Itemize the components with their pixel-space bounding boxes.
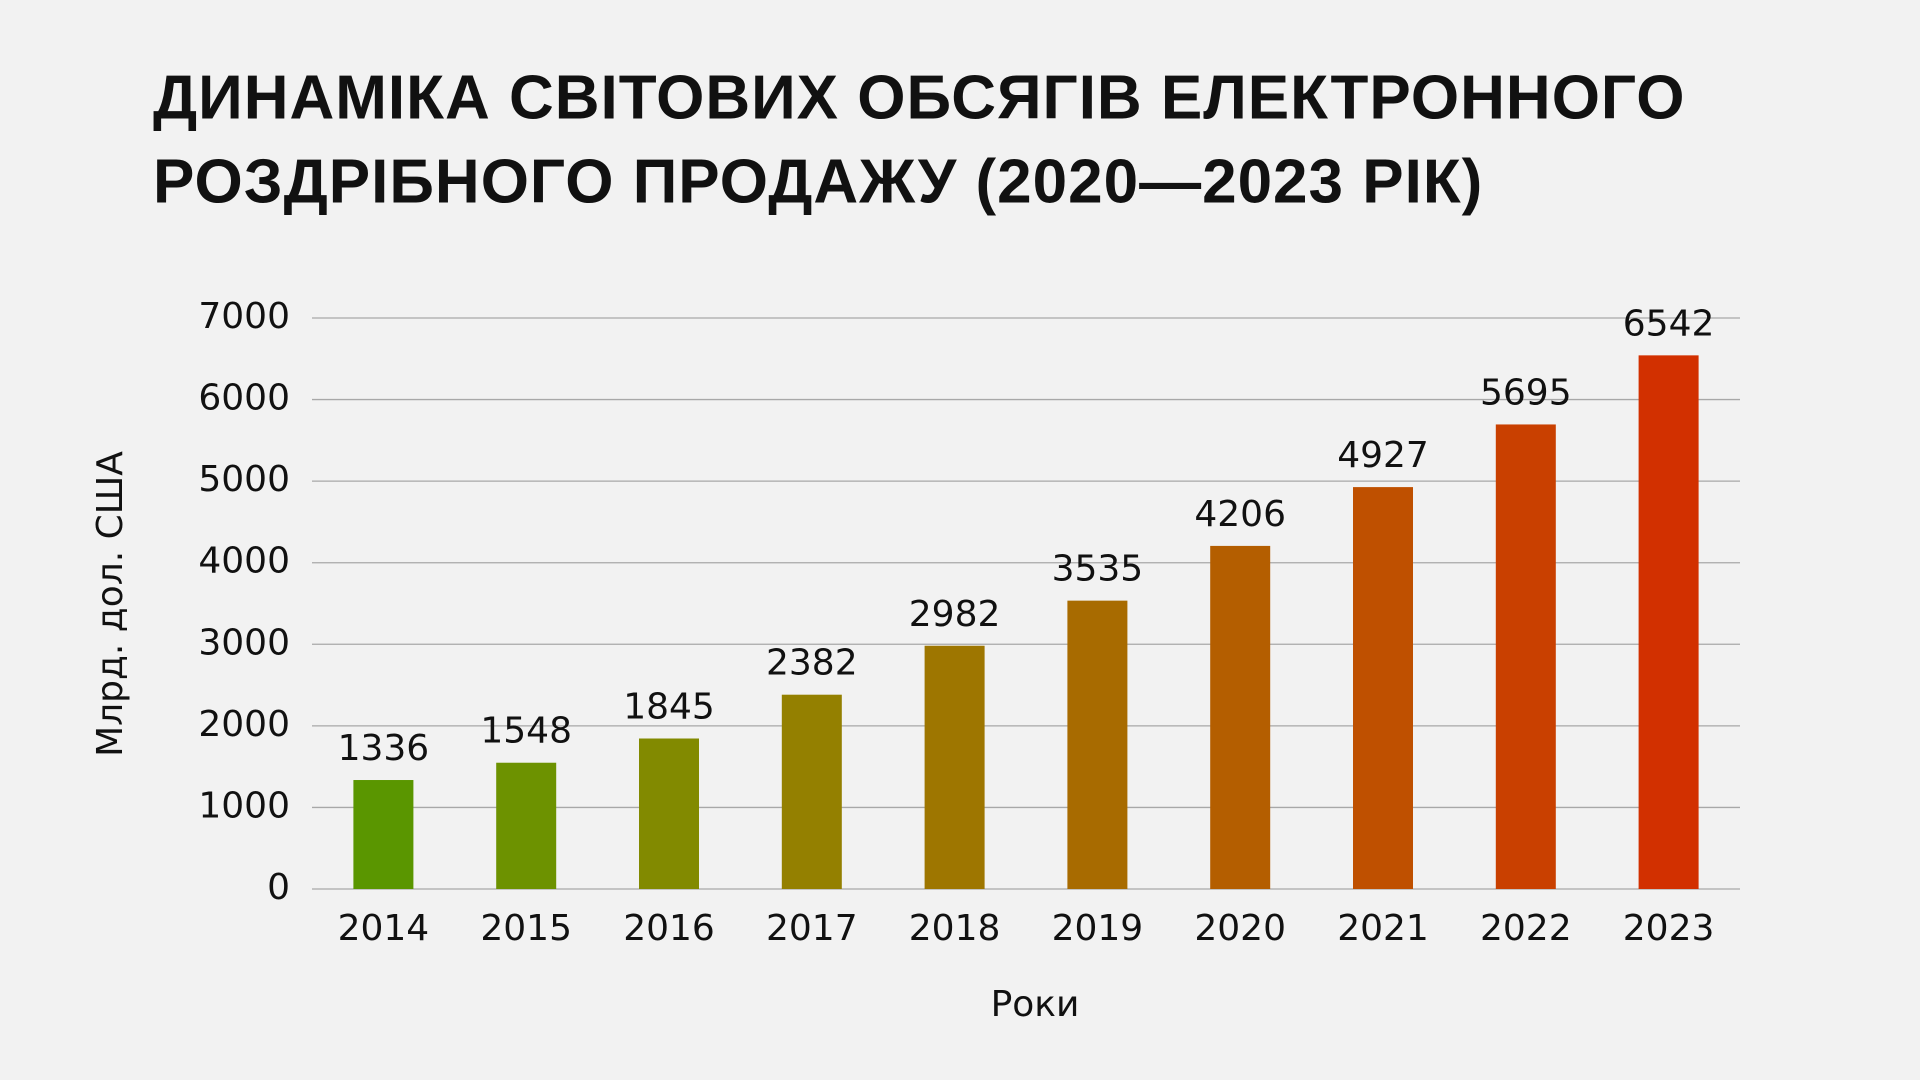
x-tick-label: 2021 bbox=[1337, 908, 1429, 949]
bar bbox=[1210, 545, 1271, 889]
x-tick-label: 2016 bbox=[623, 908, 715, 949]
value-label: 1336 bbox=[338, 728, 430, 769]
chart-title: РОЗДРІБНОГО ПРОДАЖУ (2020—2023 РІК) bbox=[153, 147, 1483, 216]
x-tick-label: 2014 bbox=[338, 908, 430, 949]
y-tick-label: 3000 bbox=[198, 622, 290, 663]
y-tick-label: 1000 bbox=[198, 785, 290, 826]
y-tick-label: 6000 bbox=[198, 378, 290, 419]
bar bbox=[781, 694, 842, 889]
bar bbox=[924, 645, 985, 889]
bar bbox=[1638, 355, 1699, 889]
y-tick-label: 4000 bbox=[198, 541, 290, 582]
value-label: 6542 bbox=[1623, 303, 1715, 344]
y-tick-label: 0 bbox=[267, 867, 290, 908]
value-label: 1548 bbox=[480, 711, 572, 752]
value-label: 4927 bbox=[1337, 435, 1429, 476]
value-label: 2982 bbox=[909, 594, 1001, 635]
bar bbox=[1353, 487, 1413, 889]
x-tick-label: 2015 bbox=[480, 908, 572, 949]
x-axis-title: Роки bbox=[991, 984, 1080, 1025]
bar bbox=[496, 762, 557, 889]
y-axis-title: Млрд. дол. США bbox=[90, 451, 131, 757]
x-tick-label: 2023 bbox=[1623, 908, 1715, 949]
bar bbox=[639, 738, 699, 889]
chart-title: ДИНАМІКА СВІТОВИХ ОБСЯГІВ ЕЛЕКТРОННОГО bbox=[153, 63, 1685, 132]
x-tick-label: 2018 bbox=[909, 908, 1001, 949]
value-label: 2382 bbox=[766, 643, 858, 684]
value-label: 1845 bbox=[623, 687, 715, 728]
x-tick-label: 2019 bbox=[1052, 908, 1144, 949]
x-tick-label: 2022 bbox=[1480, 908, 1572, 949]
bar bbox=[1067, 600, 1128, 889]
value-label: 3535 bbox=[1052, 549, 1144, 590]
value-label: 4206 bbox=[1194, 494, 1286, 535]
bar bbox=[1495, 424, 1556, 889]
y-tick-label: 7000 bbox=[198, 296, 290, 337]
y-tick-label: 2000 bbox=[198, 704, 290, 745]
bar bbox=[353, 780, 414, 889]
value-label: 5695 bbox=[1480, 372, 1572, 413]
y-tick-label: 5000 bbox=[198, 459, 290, 500]
x-tick-label: 2020 bbox=[1194, 908, 1286, 949]
x-tick-label: 2017 bbox=[766, 908, 858, 949]
